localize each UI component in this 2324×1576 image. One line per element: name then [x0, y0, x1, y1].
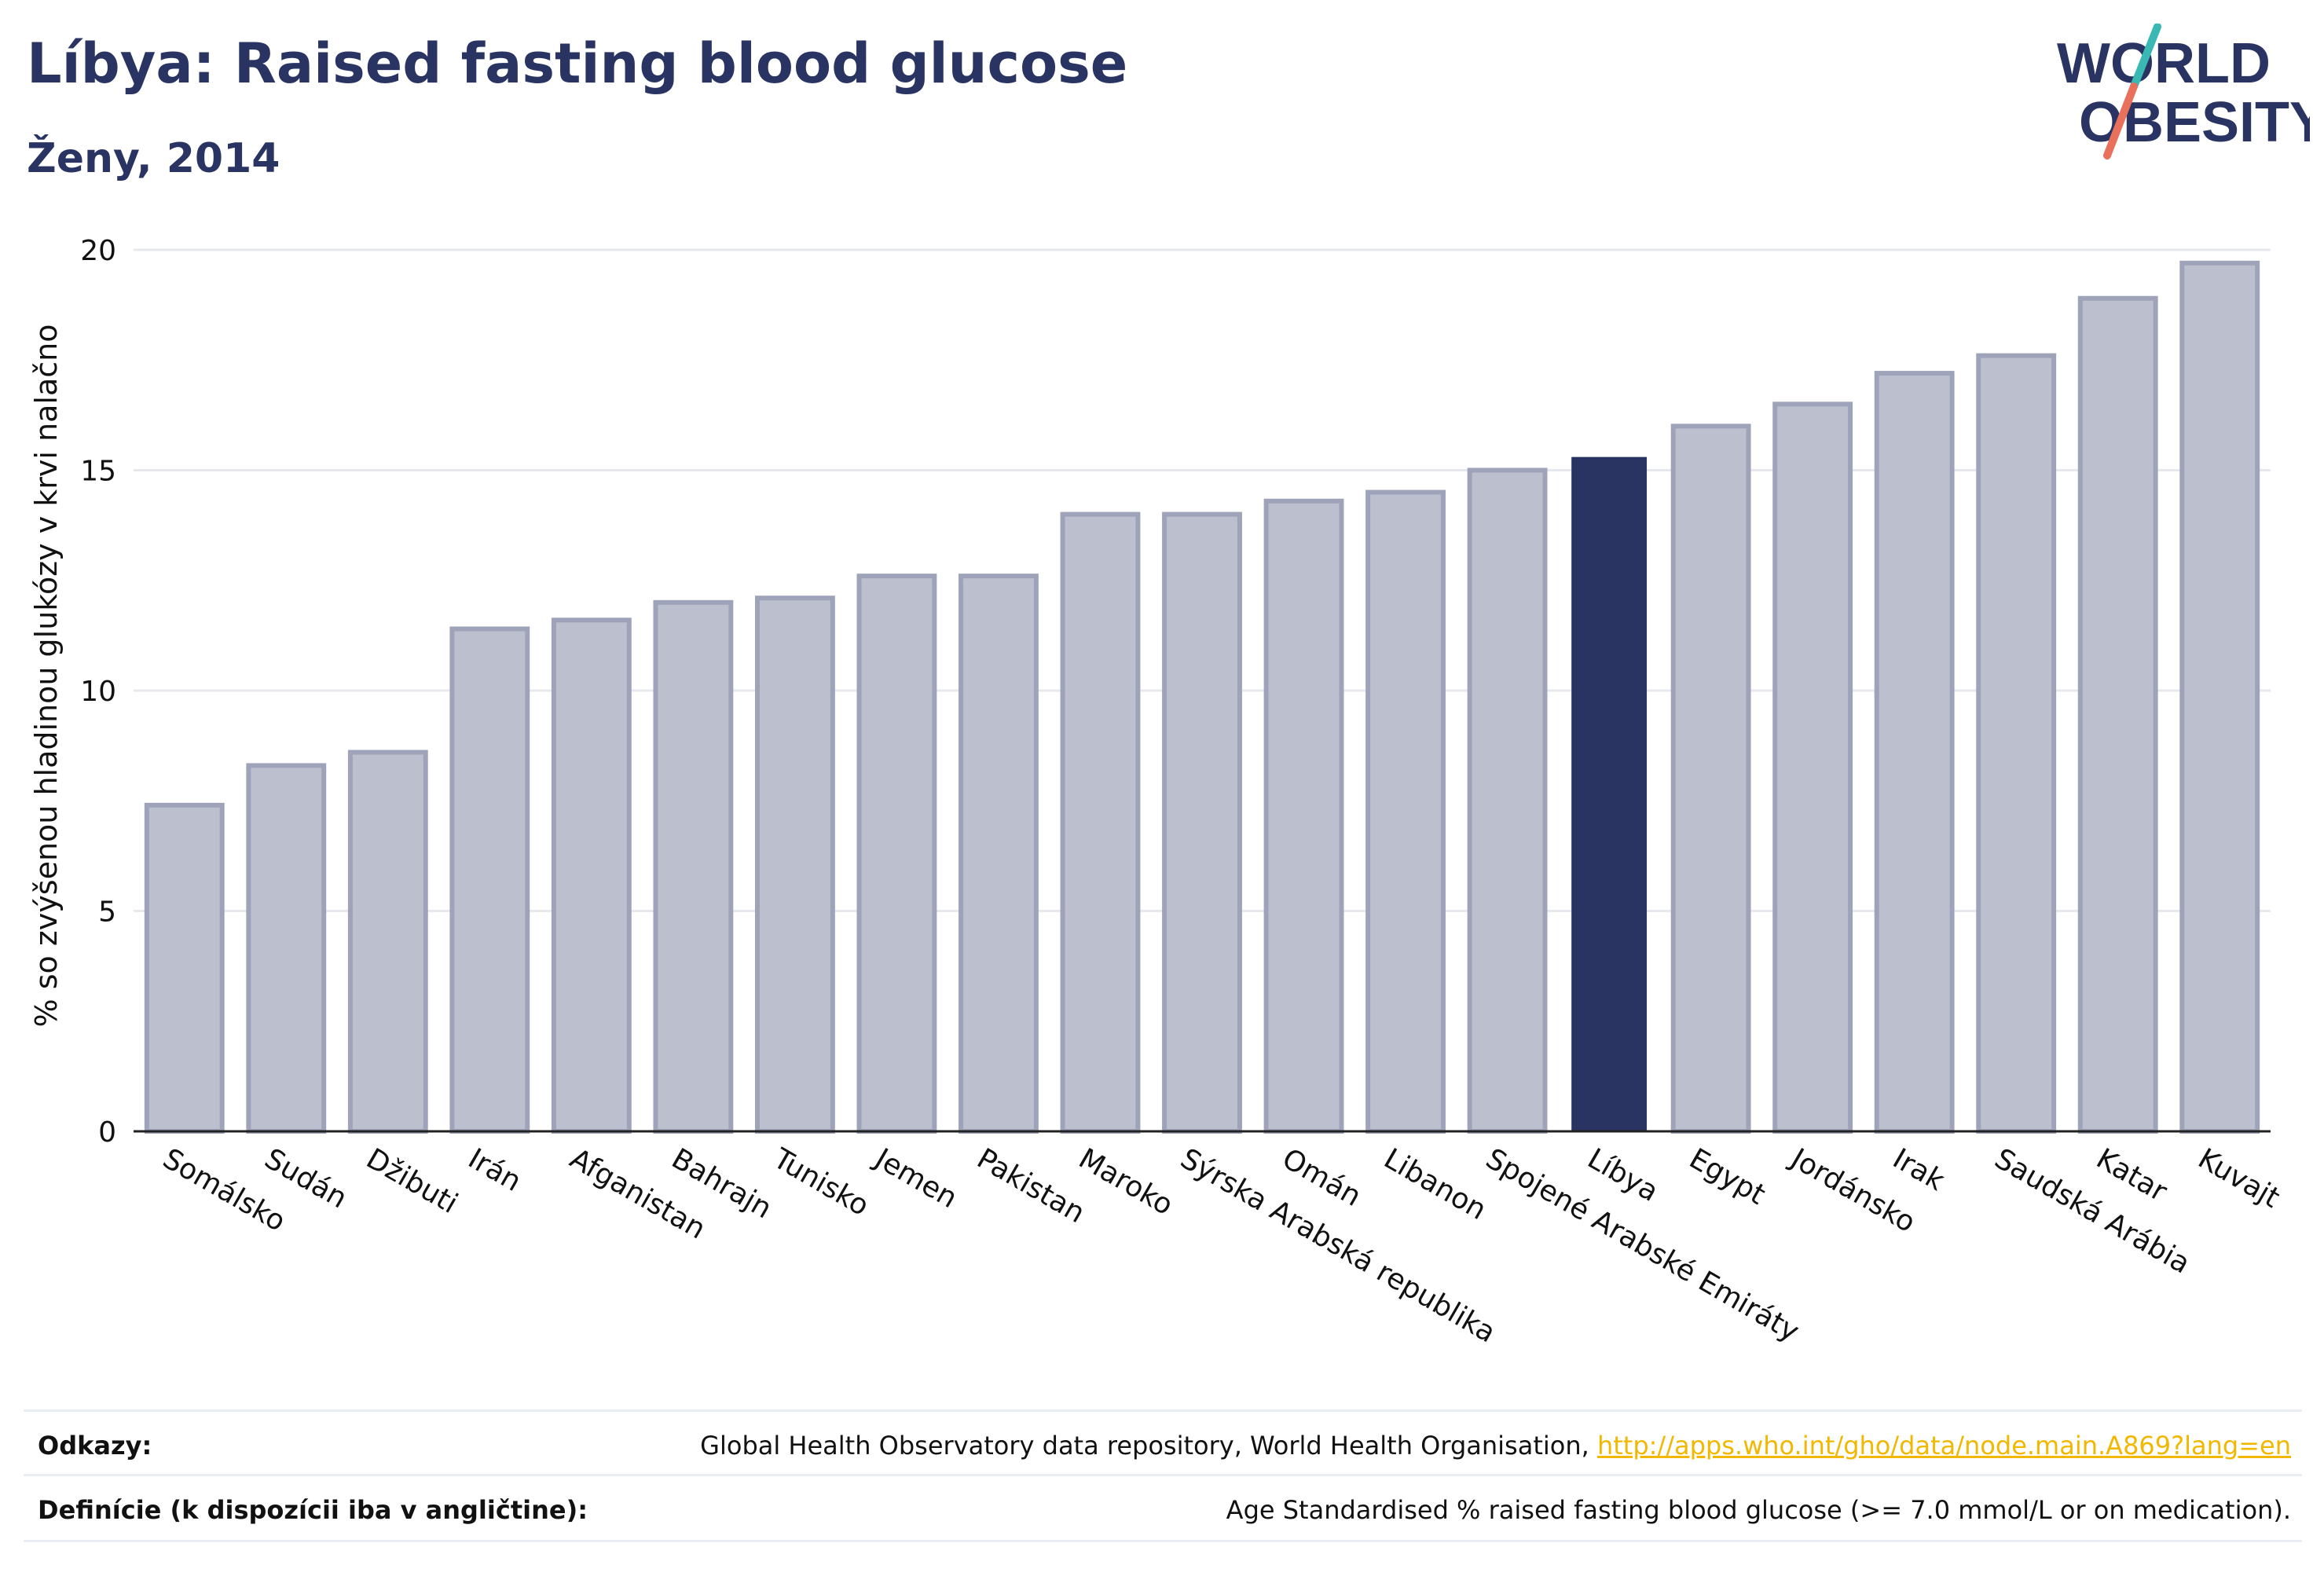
bar-Kuvajt: [2179, 260, 2260, 1134]
footer-divider: [24, 1540, 2302, 1542]
chart-title: Líbya: Raised fasting blood glucose: [27, 31, 1128, 96]
bar-Sýrska Arabská republika: [1162, 511, 1242, 1134]
bar-Džibuti: [347, 750, 428, 1134]
bar-Libanon: [1365, 489, 1446, 1134]
bar-Egypt: [1670, 423, 1751, 1134]
references-link[interactable]: http://apps.who.int/gho/data/node.main.A…: [1596, 1431, 2291, 1461]
x-tick-label: Maroko: [1073, 1142, 1178, 1222]
bar-Líbya: [1571, 456, 1648, 1131]
definitions-label: Definície (k dispozícii iba v angličtine…: [38, 1495, 588, 1525]
bar-Jordánsko: [1772, 401, 1853, 1134]
references-text: Global Health Observatory data repositor…: [700, 1431, 1597, 1461]
x-tick-label: Pakistan: [971, 1142, 1090, 1230]
x-tick-label: Saudská Arábia: [1989, 1142, 2196, 1280]
logo-slash-red: [2103, 82, 2138, 159]
chart-subtitle: Ženy, 2014: [27, 135, 280, 182]
x-tick-label: Tunisko: [768, 1142, 874, 1222]
x-tick-label: Džibuti: [361, 1142, 463, 1220]
bar-Katar: [2077, 295, 2158, 1134]
y-tick-label: 10: [80, 676, 116, 708]
bar-Maroko: [1060, 511, 1141, 1134]
bar-Somálsko: [144, 802, 225, 1134]
y-tick-label: 15: [80, 456, 116, 488]
logo-text-world: WORLD: [2057, 32, 2271, 95]
bar-Jemen: [856, 574, 937, 1134]
x-tick-label: Irán: [463, 1142, 526, 1198]
bars: [144, 260, 2260, 1134]
logo-slash-teal: [2130, 24, 2161, 90]
bar-Irán: [449, 626, 530, 1134]
references-label: Odkazy:: [38, 1431, 152, 1461]
bar-Pakistan: [959, 574, 1039, 1134]
references-value: Global Health Observatory data repositor…: [700, 1431, 2291, 1461]
bar-Bahrajn: [653, 599, 734, 1134]
x-tick-label: Irak: [1887, 1142, 1950, 1197]
footer-references: Odkazy: Global Health Observatory data r…: [24, 1409, 2302, 1476]
footer-definitions: Definície (k dispozícii iba v angličtine…: [24, 1474, 2302, 1541]
x-tick-label: Egypt: [1684, 1142, 1770, 1211]
x-tick-label: Jemen: [868, 1142, 962, 1215]
y-tick-label: 0: [98, 1116, 116, 1149]
bar-Saudská Arábia: [1976, 353, 2057, 1134]
bar-Omán: [1263, 498, 1344, 1134]
bar-Sudán: [246, 763, 327, 1134]
y-tick-label: 5: [98, 896, 116, 929]
definitions-value: Age Standardised % raised fasting blood …: [1226, 1495, 2291, 1525]
world-obesity-logo: WORLD OBESITY: [2057, 24, 2310, 159]
x-tick-label: Libanon: [1379, 1142, 1492, 1226]
bar-Spojené Arabské Emiráty: [1467, 467, 1548, 1134]
x-tick-label: Kuvajt: [2193, 1142, 2286, 1215]
y-axis-label: % so zvýšenou hladinou glukózy v krvi na…: [29, 324, 64, 1028]
bar-Afganistan: [551, 618, 632, 1134]
bar-Irak: [1874, 371, 1955, 1134]
y-tick-label: 20: [80, 235, 116, 267]
bar-Tunisko: [754, 596, 835, 1134]
